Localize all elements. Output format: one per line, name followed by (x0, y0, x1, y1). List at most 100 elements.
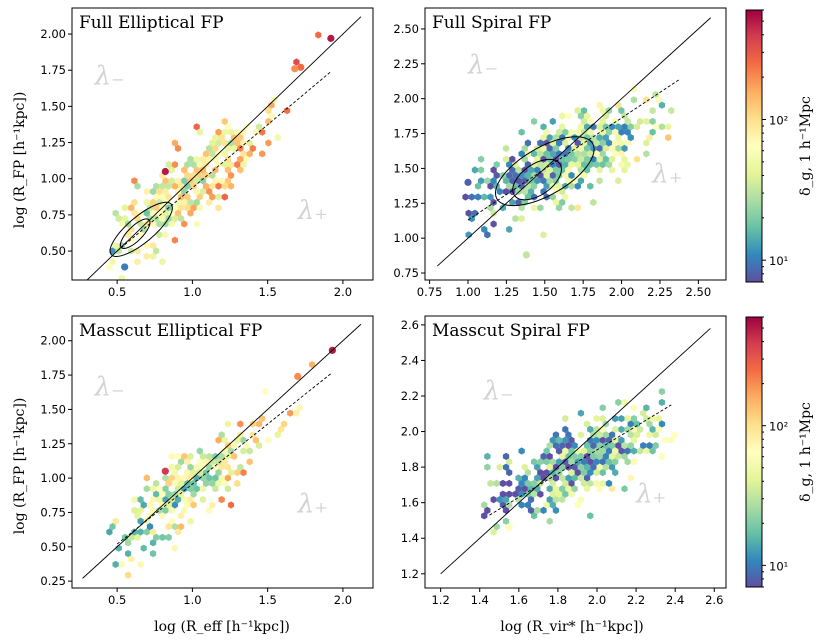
hexbin-point (584, 463, 591, 471)
hexbin-point (593, 436, 600, 444)
hexbin-point (621, 155, 628, 163)
hexbin-point (215, 204, 222, 212)
hexbin-point (137, 496, 144, 504)
hexbin-point (621, 485, 628, 493)
hexbin-point (512, 215, 519, 223)
y-tick-label: 1.75 (40, 63, 66, 77)
hexbin-point (249, 144, 256, 152)
hexbin-point (605, 479, 613, 487)
hexbin-point (184, 501, 191, 509)
hexbin-point (190, 204, 197, 212)
hexbin-point (599, 436, 606, 444)
y-tick-label: 2.6 (401, 318, 419, 332)
hexbin-point (552, 463, 560, 471)
hexbin-point (484, 231, 491, 239)
hexbin-point (218, 177, 225, 185)
hexbin-point (580, 107, 588, 115)
y-tick-label: 0.25 (40, 574, 66, 588)
hexbin-point (593, 139, 600, 147)
hexbin-point (143, 198, 150, 206)
hexbin-point (221, 447, 228, 455)
hexbin-point (199, 452, 207, 460)
hexbin-point (221, 128, 228, 136)
hexbin-point (621, 123, 628, 131)
hexbin-point (487, 193, 494, 201)
y-tick-label: 1.50 (40, 402, 66, 416)
hexbin-point (462, 193, 469, 201)
hexbin-point (599, 107, 606, 115)
hexbin-point (202, 150, 210, 158)
hexbin-point (174, 463, 182, 471)
hexbin-point (608, 485, 616, 493)
hexbin-point (224, 177, 231, 185)
hexbin-point (521, 463, 528, 471)
hexbin-point (562, 447, 569, 455)
hexbin-point (165, 523, 172, 531)
hexbin-point (227, 447, 235, 455)
hexbin-point (537, 139, 544, 147)
hexbin-point (143, 485, 150, 493)
hexbin-point (559, 463, 566, 471)
hexbin-point (624, 117, 631, 125)
hexbin-point (240, 469, 247, 477)
hexbin-point (112, 560, 119, 568)
hexbin-point (615, 398, 622, 406)
hexbin-point (521, 177, 528, 185)
hexbin-point (502, 144, 510, 152)
hexbin-point (615, 144, 622, 152)
hexbin-point (143, 188, 150, 196)
hexbin-point (574, 458, 581, 466)
hexbin-point (618, 415, 625, 423)
hexbin-point (596, 155, 603, 163)
hexbin-point (165, 479, 172, 487)
hexbin-point (652, 431, 659, 439)
hexbin-point (137, 528, 144, 536)
hexbin-point (121, 204, 129, 212)
hexbin-point (221, 117, 228, 125)
hexbin-point (174, 198, 182, 206)
hexbin-point (584, 112, 591, 120)
hexbin-point (543, 182, 550, 190)
hexbin-point (215, 182, 222, 190)
hexbin-point (599, 447, 606, 455)
hexbin-point (518, 150, 525, 158)
hexbin-point (190, 161, 197, 169)
hexbin-point (174, 474, 182, 482)
hexbin-point (568, 128, 575, 136)
hexbin-point (518, 128, 525, 136)
hexbin-point (146, 523, 154, 531)
hexbin-point (615, 177, 622, 185)
hexbin-point (268, 112, 275, 120)
y-tick-label: 1.75 (40, 368, 66, 382)
hexbin-point (265, 117, 272, 125)
hexbin-point (658, 420, 666, 428)
hexbin-point (521, 144, 528, 152)
y-tick-label: 0.75 (40, 505, 66, 519)
hexbin-point (559, 123, 566, 131)
hexbin-point (327, 34, 335, 42)
hexbin-point (215, 458, 222, 466)
hexbin-point (121, 263, 129, 271)
hexbin-point (174, 188, 182, 196)
hexbin-point (546, 463, 553, 471)
hexbin-point (209, 139, 216, 147)
hexbin-point (584, 474, 591, 482)
hexbin-point (249, 420, 256, 428)
y-tick-label: 2.00 (393, 92, 419, 106)
hexbin-point (587, 139, 594, 147)
hexbin-point (171, 501, 178, 509)
hexbin-point (596, 485, 603, 493)
hexbin-point (199, 177, 207, 185)
hexbin-point (128, 204, 135, 212)
hexbin-point (633, 420, 641, 428)
hexbin-point (524, 479, 531, 487)
hexbin-point (171, 469, 178, 477)
hexbin-point (612, 425, 619, 433)
hexbin-point (218, 463, 225, 471)
hexbin-point (574, 161, 581, 169)
hexbin-point (190, 171, 197, 179)
hexbin-point (621, 452, 628, 460)
panel-1: λ₋ λ₊ Full Spiral FP 0.75 1.00 1.25 1.50 1.75 2.… (393, 7, 727, 299)
hexbin-point (627, 123, 634, 131)
hexbin-point (162, 177, 169, 185)
